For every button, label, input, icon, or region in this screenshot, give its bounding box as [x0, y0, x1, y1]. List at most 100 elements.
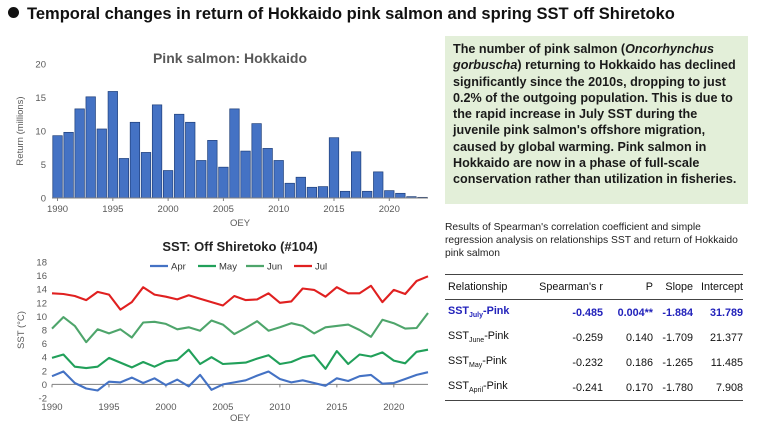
bar: [96, 128, 107, 199]
bar: [107, 91, 118, 199]
row-relationship: SSTApril-Pink: [445, 375, 531, 401]
bar: [185, 121, 196, 199]
bar: [328, 137, 340, 199]
bar: [163, 170, 174, 199]
header-slope: Slope: [653, 274, 693, 300]
summary-part2: ) returning to Hokkaido has declined sig…: [453, 58, 737, 187]
bar: [317, 186, 329, 199]
bar: [351, 151, 362, 199]
bar: [74, 108, 85, 199]
table-caption: Results of Spearman's correlation coeffi…: [445, 222, 738, 259]
legend-label-jun: Jun: [267, 262, 282, 273]
y-tick-label: 10: [35, 127, 46, 138]
y-tick-label: 2: [42, 366, 47, 377]
bar: [240, 150, 251, 199]
bar: [229, 108, 240, 199]
bar: [174, 113, 185, 199]
table-row: SSTMay-Pink -0.232 0.186 -1.265 11.485: [445, 350, 743, 375]
results-table: Relationship Spearman's r P Slope Interc…: [445, 274, 743, 401]
table-row: SSTApril-Pink -0.241 0.170 -1.780 7.908: [445, 375, 743, 401]
row-relationship: SSTJune-Pink: [448, 330, 509, 345]
x-tick-label: 2020: [379, 204, 400, 215]
sst-line-chart: SST: Off Shiretoko (#104) -2 0 2 4 6 8 10 12 14 16…: [16, 239, 429, 422]
x-tick-label: 2000: [158, 204, 179, 215]
row-r: -0.259: [572, 331, 603, 344]
row-intercept: 21.377: [709, 331, 743, 344]
header-spearman-r: Spearman's r: [531, 274, 603, 300]
y-tick-label: 18: [36, 258, 47, 269]
x-axis-label: OEY: [230, 413, 251, 422]
chart-title: Pink salmon: Hokkaido: [153, 50, 307, 66]
y-tick-label: -2: [39, 394, 47, 405]
bar: [339, 190, 351, 199]
bar: [362, 190, 373, 199]
bar: [140, 152, 152, 199]
x-tick-label: 2000: [155, 402, 176, 413]
y-axis-label: Return (millions): [15, 96, 26, 165]
y-tick-label: 20: [35, 60, 46, 71]
y-tick-label: 16: [36, 271, 47, 282]
row-slope: -1.780: [653, 375, 693, 401]
row-slope: -1.884: [662, 306, 693, 319]
row-r: -0.241: [531, 375, 603, 401]
table-header-row: Relationship Spearman's r P Slope Interc…: [445, 274, 743, 300]
bar: [129, 121, 141, 199]
header-p: P: [603, 274, 653, 300]
bar: [306, 186, 317, 199]
row-intercept: 7.908: [693, 375, 743, 401]
x-tick-label: 2020: [383, 402, 404, 413]
bar: [373, 171, 384, 199]
x-tick-label: 1995: [102, 204, 123, 215]
y-tick-label: 10: [36, 312, 47, 323]
y-tick-label: 0: [42, 380, 47, 391]
series-line-jul: [51, 275, 429, 311]
series-line-jun: [51, 312, 429, 344]
x-tick-label: 1990: [47, 204, 68, 215]
chart-title: SST: Off Shiretoko (#104): [162, 239, 317, 254]
row-slope: -1.709: [662, 331, 693, 344]
row-p: 0.140: [625, 331, 653, 344]
row-r: -0.232: [572, 356, 603, 369]
row-relationship: SSTMay-Pink: [448, 355, 507, 370]
x-tick-label: 1995: [98, 402, 119, 413]
bar: [118, 158, 129, 199]
bar: [85, 96, 96, 199]
row-p: 0.186: [625, 356, 653, 369]
bar: [151, 104, 163, 199]
bar: [207, 140, 218, 199]
x-tick-label: 2010: [268, 204, 289, 215]
x-axis-label: OEY: [230, 218, 251, 229]
series-line-apr: [51, 370, 429, 392]
bar: [384, 190, 395, 199]
y-tick-label: 6: [42, 339, 47, 350]
row-relationship: SSTJuly-Pink: [448, 305, 510, 320]
y-tick-label: 12: [36, 298, 47, 309]
row-intercept: 11.485: [710, 356, 743, 369]
row-p: 0.004**: [617, 306, 653, 319]
legend-label-jul: Jul: [315, 262, 327, 273]
row-intercept: 31.789: [709, 306, 743, 319]
bar: [196, 160, 207, 199]
y-tick-label: 14: [36, 285, 47, 296]
header-relationship: Relationship: [445, 274, 531, 300]
row-p: 0.170: [603, 375, 653, 401]
series-line-may: [51, 348, 429, 370]
x-tick-label: 1990: [41, 402, 62, 413]
y-tick-label: 5: [41, 160, 46, 171]
bar: [273, 160, 284, 199]
bar: [218, 166, 229, 199]
row-r: -0.485: [572, 306, 603, 319]
bar: [262, 148, 273, 199]
x-tick-label: 2015: [323, 204, 344, 215]
bar: [284, 182, 295, 199]
y-tick-label: 0: [41, 194, 46, 205]
page-title: Temporal changes in return of Hokkaido p…: [8, 5, 675, 24]
bullet-icon: [8, 7, 19, 18]
bar: [63, 131, 74, 199]
bar: [52, 135, 63, 199]
y-tick-label: 8: [42, 326, 47, 337]
legend-label-may: May: [219, 262, 237, 273]
table-row: SSTJuly-Pink -0.485 0.004** -1.884 31.78…: [445, 300, 743, 326]
summary-textbox: The number of pink salmon (Oncorhynchus …: [445, 36, 748, 204]
summary-part1: The number of pink salmon (: [453, 42, 626, 56]
